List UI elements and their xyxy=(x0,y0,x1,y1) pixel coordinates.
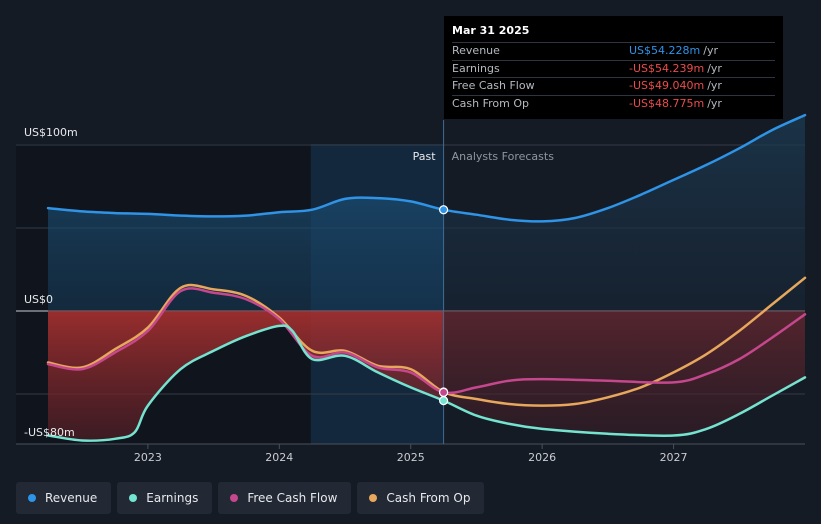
tooltip-row-value: -US$48.775m xyxy=(629,96,705,110)
tooltip-row-free-cash-flow: Free Cash Flow -US$49.040m/yr xyxy=(452,77,775,95)
tooltip-row-revenue: Revenue US$54.228m/yr xyxy=(452,42,775,60)
legend-item-earnings[interactable]: Earnings xyxy=(117,482,213,514)
legend-label: Free Cash Flow xyxy=(247,491,338,505)
legend-item-cash-from-op[interactable]: Cash From Op xyxy=(357,482,485,514)
legend-dot-icon xyxy=(129,494,138,502)
tooltip-row-unit: /yr xyxy=(703,44,718,57)
earnings-line xyxy=(46,324,807,442)
tooltip-row-label: Cash From Op xyxy=(452,96,530,110)
free-cash-flow-line xyxy=(46,287,807,395)
tooltip-row-value: US$54.228m xyxy=(629,44,701,57)
legend-item-revenue[interactable]: Revenue xyxy=(16,482,112,514)
tooltip-date: Mar 31 2025 xyxy=(452,24,530,37)
tooltip-row-cash-from-op: Cash From Op -US$48.775m/yr xyxy=(452,94,775,113)
tooltip-row-unit: /yr xyxy=(707,61,722,75)
tooltip-row-label: Free Cash Flow xyxy=(452,79,535,92)
tooltip-row-earnings: Earnings -US$54.239m/yr xyxy=(452,59,775,78)
tooltip-row-value: -US$49.040m xyxy=(629,79,705,92)
x-tick-label-2027: 2027 xyxy=(660,451,688,464)
legend-dot-icon xyxy=(369,494,378,502)
earnings-marker xyxy=(438,396,449,406)
x-tick-label-2025: 2025 xyxy=(397,451,425,464)
x-tick-label-2023: 2023 xyxy=(134,451,162,464)
revenue-area-forecast xyxy=(443,115,805,311)
revenue-marker xyxy=(438,205,449,215)
revenue-line xyxy=(46,113,807,223)
past-label: Past xyxy=(413,150,437,163)
legend-dot-icon xyxy=(28,494,36,502)
cash-from-op-line xyxy=(46,276,807,407)
x-tick-label-2026: 2026 xyxy=(528,451,556,464)
tooltip-row-value: -US$54.239m xyxy=(629,61,705,75)
legend-label: Earnings xyxy=(146,491,199,505)
free-cash-flow-marker xyxy=(438,387,449,397)
x-tick-label-2024: 2024 xyxy=(265,451,293,464)
legend-item-free-cash-flow[interactable]: Free Cash Flow xyxy=(218,482,352,514)
y-label-top: US$100m xyxy=(24,126,78,139)
legend-label: Cash From Op xyxy=(386,491,471,505)
forecast-label: Analysts Forecasts xyxy=(452,150,555,163)
earnings-area-past xyxy=(48,311,444,441)
tooltip-row-label: Revenue xyxy=(452,44,500,57)
y-label-bottom: -US$80m xyxy=(24,426,75,439)
y-label-zero: US$0 xyxy=(24,293,53,306)
data-tooltip: Mar 31 2025 Revenue US$54.228m/yr Earnings… xyxy=(444,16,783,119)
legend-dot-icon xyxy=(230,494,239,502)
chart-legend: Revenue Earnings Free Cash Flow Cash From O… xyxy=(16,482,485,514)
legend-label: Revenue xyxy=(45,491,98,505)
revenue-area-past xyxy=(48,197,444,311)
tooltip-row-label: Earnings xyxy=(452,61,500,75)
tooltip-row-unit: /yr xyxy=(707,79,722,92)
tooltip-row-unit: /yr xyxy=(707,96,722,110)
